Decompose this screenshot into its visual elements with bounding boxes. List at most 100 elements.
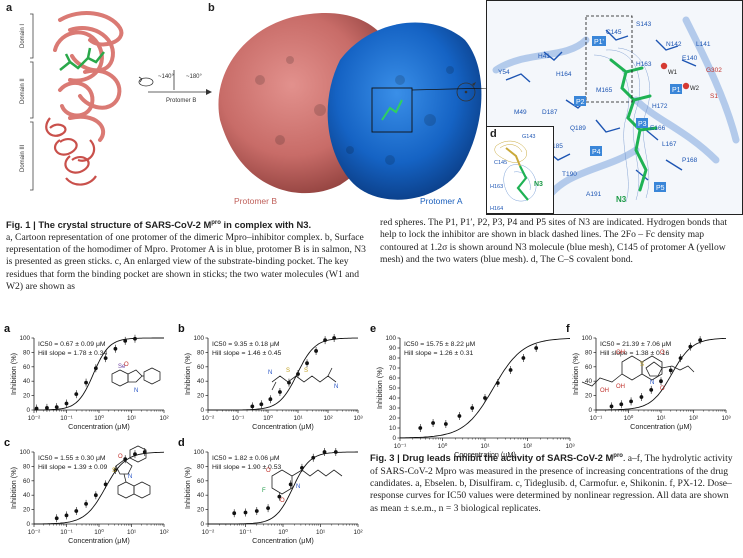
residue-t190: T190 [562, 171, 577, 178]
chart-e-ytick-label: 0 [392, 435, 396, 442]
chart-c-letter: c [4, 437, 10, 449]
chart-f-point [649, 387, 654, 392]
chart-c-point [74, 509, 79, 513]
chart-e-point [483, 396, 487, 400]
protomer-cartoon: Domain I Domain II Domain III [20, 11, 124, 191]
protomer-a-label: Protomer A [420, 196, 463, 206]
residue-p168: P168 [682, 157, 698, 164]
chart-c-ytick-label: 0 [26, 521, 30, 528]
chart-c-xtick-label: 10⁻¹ [60, 529, 72, 536]
inhibitor-label: N3 [616, 195, 627, 204]
chart-d-point [311, 455, 316, 460]
chart-f-point [668, 368, 673, 373]
chart-f-ytick-label: 40 [585, 378, 593, 385]
chart-b-xtick-label: 10¹ [293, 415, 302, 422]
chart-c-point [133, 452, 137, 457]
chart-a-ytick-label: 60 [23, 364, 31, 371]
residue-l141: L141 [696, 41, 711, 48]
chart-e-ytick-label: 70 [389, 365, 397, 372]
chart-d-xtick-label: 10⁰ [278, 529, 288, 536]
domain-1-label: Domain I [20, 24, 26, 48]
chart-c-point [93, 493, 98, 498]
chart-f-xtick-label: 10⁻¹ [590, 415, 602, 422]
chart-f-fit-curve [595, 337, 726, 411]
fig3-caption-body: . a–f, The hydrolytic activity of SARS-C… [370, 453, 733, 514]
residue-g302: G302 [706, 67, 722, 74]
chart-e-point [443, 422, 448, 426]
chart-a-point [45, 405, 49, 410]
chart-e-point [457, 414, 462, 418]
chart-b-ytick-label: 40 [197, 378, 205, 385]
chart-d-xtick-label: 10¹ [316, 529, 325, 536]
chart-c-point [123, 457, 128, 462]
protomer-b-label: Protomer B [234, 196, 277, 206]
residue-e140: E140 [682, 55, 698, 62]
site-p3: P3 [638, 121, 647, 128]
d-residue-h163: H163 [490, 184, 503, 190]
site-p4: P4 [592, 149, 601, 156]
residue-s143: S143 [636, 21, 652, 28]
chart-a-point [103, 356, 108, 361]
chart-c-point [84, 501, 88, 506]
chart-d-ytick-label: 100 [193, 449, 204, 456]
chart-e-point [495, 381, 500, 385]
chart-d-point [333, 450, 338, 454]
chart-b-xlabel: Concentration (μM) [252, 422, 314, 431]
chart-c-xlabel: Concentration (μM) [68, 536, 130, 545]
chart-e-point [534, 346, 539, 350]
residue-e166: E166 [650, 125, 666, 132]
chart-f-point [698, 338, 703, 343]
chart-d-ytick-label: 80 [197, 463, 205, 470]
fig1-caption-body: a, Cartoon representation of one protome… [6, 231, 366, 293]
chart-b-letter: b [178, 323, 185, 335]
chart-a-point [54, 405, 59, 410]
chart-e-xtick-label: 10² [523, 443, 532, 450]
chart-e-xtick-label: 10¹ [480, 443, 489, 450]
chart-d-fit-curve [208, 451, 358, 525]
chart-d-xlabel: Concentration (μM) [252, 536, 314, 545]
chart-b-ytick-label: 0 [200, 407, 204, 414]
chart-f-ytick-label: 20 [585, 393, 593, 400]
chart-e-point [508, 368, 513, 372]
chart-f-xtick-label: 10¹ [656, 415, 665, 422]
fig1-panel-d-letter: d [490, 128, 497, 140]
chart-f-letter: f [566, 323, 570, 335]
chart-f-xtick-label: 10⁰ [624, 415, 634, 422]
chart-b-point [323, 338, 327, 343]
residue-h41: H41 [538, 53, 550, 60]
chart-e-ytick-label: 90 [389, 345, 397, 352]
residue-m49: M49 [514, 109, 527, 116]
chart-f-ytick-label: 80 [585, 349, 593, 356]
chart-b-point [287, 380, 291, 385]
fig1-panel-b-letter: b [208, 2, 215, 14]
chart-b-ytick-label: 100 [193, 335, 204, 342]
chart-b-ytick-label: 80 [197, 349, 205, 356]
domain-3-label: Domain III [20, 144, 26, 172]
chart-a-ic50: IC50 = 0.67 ± 0.09 μM [38, 341, 106, 348]
chart-f-ytick-label: 100 [581, 335, 592, 342]
residue-l167: L167 [662, 141, 677, 148]
chart-b-point [305, 361, 309, 366]
residue-m165: M165 [596, 87, 613, 94]
fig1-caption-title: Fig. 1 | The crystal structure of SARS-C… [6, 219, 312, 231]
residue-q189: Q189 [570, 125, 586, 132]
chart-a-xtick-label: 10⁻² [28, 415, 40, 422]
chart-f-point [639, 395, 644, 399]
residue-h163: H163 [636, 61, 652, 68]
chart-f-point [629, 399, 633, 404]
chart-e-hill: Hill slope = 1.26 ± 0.31 [404, 350, 474, 357]
chart-d-point [254, 509, 259, 513]
dimer-surface: Protomer B Protomer A [218, 13, 482, 206]
chart-e-ytick-label: 10 [389, 425, 397, 432]
chart-a-ylabel: Inhibition (%) [9, 353, 18, 395]
chart-d-ytick-label: 20 [197, 507, 205, 514]
chart-a-ytick-label: 80 [23, 349, 31, 356]
residue-n142: N142 [666, 41, 682, 48]
water-w1: W1 [668, 70, 678, 76]
residue-y54: Y54 [498, 69, 510, 76]
chart-d-ytick-label: 40 [197, 492, 205, 499]
chart-b-ytick-label: 20 [197, 393, 205, 400]
chart-a-point [74, 392, 79, 397]
residue-h164: H164 [556, 71, 572, 78]
chart-d-point [232, 511, 237, 516]
